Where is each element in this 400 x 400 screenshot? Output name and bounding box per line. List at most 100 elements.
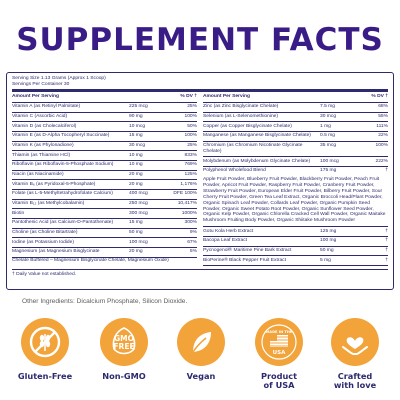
nutrient-name: Bacopa Leaf Extract [203, 238, 248, 244]
nutrient-amount: 125 mg [320, 228, 337, 234]
serving-info: Serving Size 1.13 Grams (Approx 1 Scoop)… [12, 76, 388, 87]
page-title: SUPPLEMENT FACTS [16, 22, 384, 58]
nutrient-amount: 10 mg [129, 152, 143, 158]
nutrient-name: Magnesium (as Magnesium Bisglycinate [12, 249, 100, 255]
blend-description: Apple Fruit Powder, Blueberry Fruit Powd… [203, 176, 388, 228]
heart-hands-icon [331, 318, 379, 366]
nutrient-dv: 1,176% [180, 181, 197, 187]
badge-label: Non-GMO [102, 371, 146, 381]
nutrient-dv: 833% [184, 152, 197, 158]
badge-label: Product [260, 371, 298, 381]
nutrient-dv: 769% [184, 162, 197, 168]
nutrient-row: Vitamin A (as Retinyl Palmitate) 225 mcg 2… [12, 103, 197, 113]
nutrient-dv: 55% [378, 114, 388, 120]
nutrient-row: Niacin (as Niacinamide) 20 mg 125% [12, 171, 197, 181]
nutrient-name: Polyphenol Wholefood Blend [203, 168, 266, 174]
right-column-header: Amount Per Serving % DV † [203, 92, 388, 104]
vegan-leaf-icon [177, 318, 225, 366]
nutrient-row: Vitamin B₁₂ (as Methylcobalamin) 250 mcg 1… [12, 200, 197, 210]
serving-size: Serving Size 1.13 Grams (Approx 1 Scoop) [12, 76, 106, 81]
badge-gluten-free: Gluten-Free [8, 318, 82, 381]
nutrient-name: Manganese (as Manganese Bisglycinate Che… [203, 133, 311, 139]
nutrient-row: Vitamin C (Ascorbic Acid) 90 mg 100% [12, 113, 197, 123]
nutrient-amount: 10 mg [129, 162, 143, 168]
badge-usa: MADE IN THE USA Product of USA [242, 318, 316, 390]
dv-header: % DV † [371, 94, 388, 100]
nutrient-row: Choline (as Choline Bitartrate) 50 mg 9% [12, 229, 197, 239]
left-column: Amount Per Serving % DV † Vitamin A (as … [12, 92, 197, 266]
nutrient-amount: 20 mg [129, 249, 143, 255]
nutrient-dv: 5% [189, 249, 197, 255]
blend-row: Polyphenol Wholefood Blend 175 mg † [203, 167, 388, 176]
gluten-free-icon [21, 318, 69, 366]
nutrient-amount: 20 mg [129, 172, 143, 178]
badge-non-gmo: GMO FREE Non-GMO [87, 318, 161, 381]
nutrient-name: Vitamin C (Ascorbic Acid) [12, 114, 68, 120]
footnote: † Daily Value not established. [12, 268, 388, 278]
servings-per-container: Servings Per Container 30 [12, 81, 70, 87]
nutrient-row: Vitamin E (as D-Alpha Tocopheryl Succina… [12, 132, 197, 142]
nutrient-name: BioPerine® Black Pepper Fruit Extract [203, 257, 286, 263]
nutrient-name: Pycnogenol® Maritime Pine Bark Extract [203, 247, 292, 253]
nutrient-amount: 15 mg [129, 220, 143, 226]
made-in-usa-icon: MADE IN THE USA [255, 318, 303, 366]
dv-header: % DV † [180, 94, 197, 100]
nutrient-amount: 90 mg [129, 114, 143, 120]
nutrient-row: BioPerine® Black Pepper Fruit Extract 5 m… [203, 256, 388, 266]
nutrient-amount: 30 mcg [320, 114, 337, 120]
nutrient-row: Riboflavin (as Riboflavin-5-Phosphate So… [12, 161, 197, 171]
badge-label: Vegan [186, 371, 216, 381]
nutrient-name: Riboflavin (as Riboflavin-5-Phosphate So… [12, 162, 114, 168]
nutrient-amount: 7.5 mg [320, 104, 335, 110]
nutrient-name: Iodine (as Potassium Iodide) [12, 239, 74, 245]
right-column: Amount Per Serving % DV † Zinc (as Zinc … [203, 92, 388, 266]
amount-header: Amount Per Serving [12, 94, 60, 100]
nutrient-dv: 222% [375, 158, 388, 164]
nutrient-row: Copper (as Copper Bisglycinate Chelate) 1… [203, 122, 388, 133]
nutrient-row: Vitamin B₆ (as Pyridoxal-5-Phosphate) 20 … [12, 180, 197, 190]
nutrient-dv: 100% [184, 114, 197, 120]
nutrient-name: Vitamin B₆ (as Pyridoxal-5-Phosphate) [12, 181, 96, 187]
nutrient-dv: DFE 100% [173, 191, 197, 197]
nutrient-dv: 25% [187, 104, 197, 110]
badge-crafted: Crafted with love [318, 318, 392, 390]
gmo-text-top: GMO [114, 334, 134, 343]
nutrient-dv: 10,417% [177, 201, 197, 207]
magnesium-note: Chelate Buffered – Magnesium Bisglycinat… [12, 257, 169, 263]
nutrient-dv: 22% [378, 133, 388, 139]
nutrient-row: Biotin 300 mcg 1000% [12, 209, 197, 219]
nutrient-amount: 1 mg [320, 123, 331, 129]
nutrient-dv: 50% [187, 123, 197, 129]
nutrient-row: Pycnogenol® Maritime Pine Bark Extract 50… [203, 247, 388, 257]
top-divider [12, 89, 388, 93]
nutrient-amount: 175 mg [320, 168, 337, 174]
nutrient-amount: 225 mcg [129, 104, 148, 110]
nutrient-row: Vitamin K (as Phylonadione) 30 mcg 25% [12, 142, 197, 152]
nutrient-amount: 15 mg [129, 133, 143, 139]
nutrient-dv: † [385, 228, 388, 234]
nutrient-name: Niacin (as Niacinamide) [12, 172, 64, 178]
usa-text-bottom: USA [273, 350, 286, 356]
nutrient-name: Vitamin B₁₂ (as Methylcobalamin) [12, 201, 85, 207]
nutrient-row: Molybdenum (as Molybdenum Glycinate Chel… [203, 157, 388, 167]
nutrient-amount: 250 mcg [129, 201, 148, 207]
supplement-facts-panel: Serving Size 1.13 Grams (Approx 1 Scoop)… [6, 72, 394, 290]
nutrient-amount: 10 mcg [129, 123, 146, 129]
other-ingredients: Other Ingredients: Dicalcium Phosphate, … [22, 298, 188, 305]
nutrient-row: Chromium (as Chromium Nicotinate Glycina… [203, 142, 388, 158]
nutrient-dv: 1000% [181, 210, 197, 216]
nutrient-dv: 67% [187, 239, 197, 245]
nutrient-dv: 25% [187, 143, 197, 149]
nutrient-amount: 0.5 mg [320, 133, 335, 139]
nutrient-row: Folate (as L-5-Methyltetrahydrofolate Ca… [12, 190, 197, 200]
nutrient-dv: 68% [378, 104, 388, 110]
nutrient-dv: † [385, 247, 388, 253]
nutrient-row: Gotu Kola Herb Extract 125 mg † [203, 227, 388, 237]
nutrient-name: Vitamin A (as Retinyl Palmitate) [12, 104, 81, 110]
nutrient-name: Vitamin E (as D-Alpha Tocopheryl Succina… [12, 133, 110, 139]
nutrient-amount: 5 mg [320, 257, 331, 263]
nutrient-row: Pantothenic Acid (as Calcium-D-Pantothen… [12, 219, 197, 229]
badges-row: Gluten-Free GMO FREE Non-GMO Vegan [0, 318, 400, 398]
nutrient-name: Choline (as Choline Bitartrate) [12, 229, 78, 235]
nutrient-dv: † [385, 168, 388, 174]
